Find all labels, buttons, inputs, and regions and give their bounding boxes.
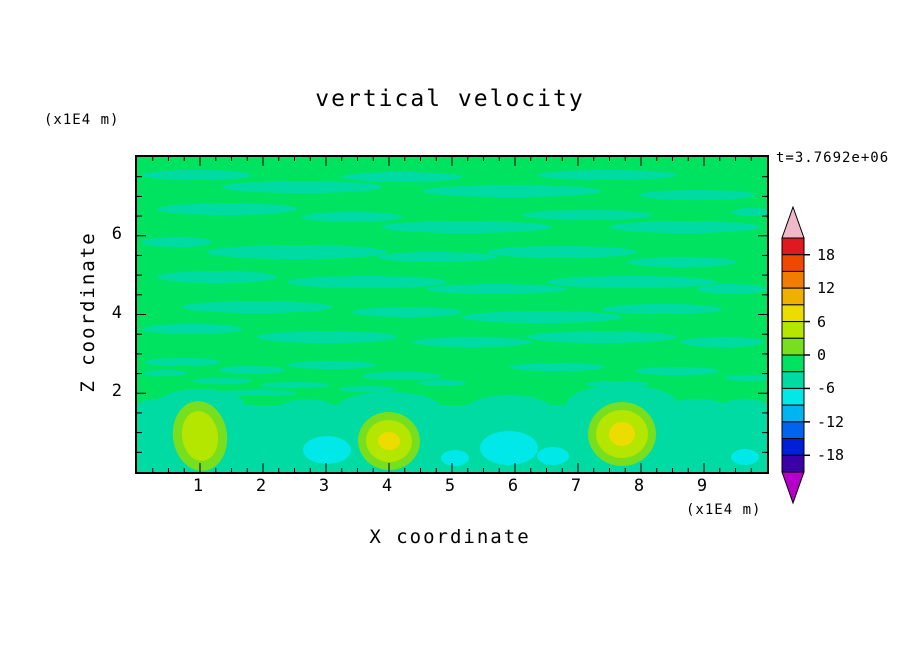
colorbar-label: -6 [817,379,836,398]
contour-field [137,157,767,472]
y-tick-label: 6 [111,223,122,244]
x-tick-label: 3 [318,476,330,496]
colorbar-label: 0 [817,346,827,364]
x-axis-unit: (x1E4 m) [686,502,762,518]
x-tick-label: 4 [381,476,393,496]
x-tick-label: 2 [255,476,267,496]
x-tick-label: 6 [507,476,519,496]
y-axis-label: Z coordinate [77,231,99,393]
y-axis-unit: (x1E4 m) [44,112,120,128]
colorbar-label: 12 [817,279,836,298]
plot-title: vertical velocity [315,86,585,112]
x-tick-label: 9 [696,476,708,496]
x-tick-label: 1 [192,476,204,496]
colorbar [779,205,811,506]
colorbar-label: 18 [817,245,836,264]
x-tick-label: 8 [633,476,645,496]
colorbar-label: 6 [817,312,827,331]
time-annotation: t=3.7692e+06 [776,150,890,166]
y-tick-label: 2 [111,381,122,402]
colorbar-label: -18 [817,446,845,465]
x-tick-label: 5 [444,476,456,496]
contour-plot [135,155,769,474]
colorbar-label: -12 [817,412,845,431]
x-tick-label: 7 [570,476,582,496]
x-axis-label: X coordinate [369,526,531,548]
y-tick-label: 4 [111,302,122,323]
colorbar-scale [781,205,810,505]
